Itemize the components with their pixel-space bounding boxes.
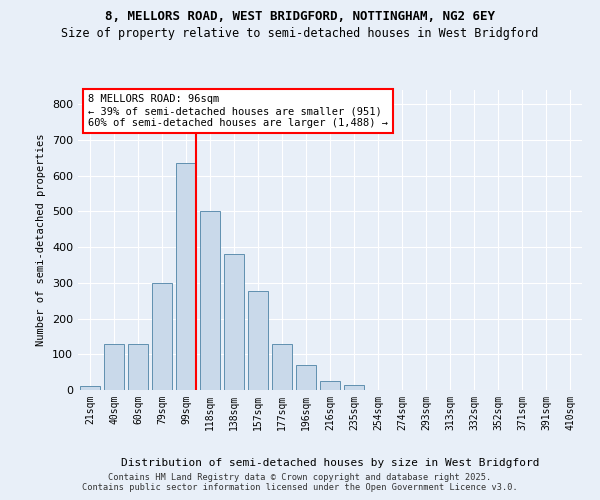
Y-axis label: Number of semi-detached properties: Number of semi-detached properties [37, 134, 46, 346]
Bar [320, 381, 340, 390]
Bar [248, 290, 268, 390]
Bar [104, 344, 124, 390]
Text: 8 MELLORS ROAD: 96sqm
← 39% of semi-detached houses are smaller (951)
60% of sem: 8 MELLORS ROAD: 96sqm ← 39% of semi-deta… [88, 94, 388, 128]
Text: 8, MELLORS ROAD, WEST BRIDGFORD, NOTTINGHAM, NG2 6EY: 8, MELLORS ROAD, WEST BRIDGFORD, NOTTING… [105, 10, 495, 23]
Text: Distribution of semi-detached houses by size in West Bridgford: Distribution of semi-detached houses by … [121, 458, 539, 468]
Bar [80, 386, 100, 390]
Bar [224, 254, 244, 390]
Text: Size of property relative to semi-detached houses in West Bridgford: Size of property relative to semi-detach… [61, 28, 539, 40]
Bar [152, 283, 172, 390]
Bar [128, 344, 148, 390]
Bar [344, 386, 364, 390]
Bar [176, 163, 196, 390]
Text: Contains HM Land Registry data © Crown copyright and database right 2025.
Contai: Contains HM Land Registry data © Crown c… [82, 473, 518, 492]
Bar [200, 212, 220, 390]
Bar [272, 344, 292, 390]
Bar [296, 365, 316, 390]
